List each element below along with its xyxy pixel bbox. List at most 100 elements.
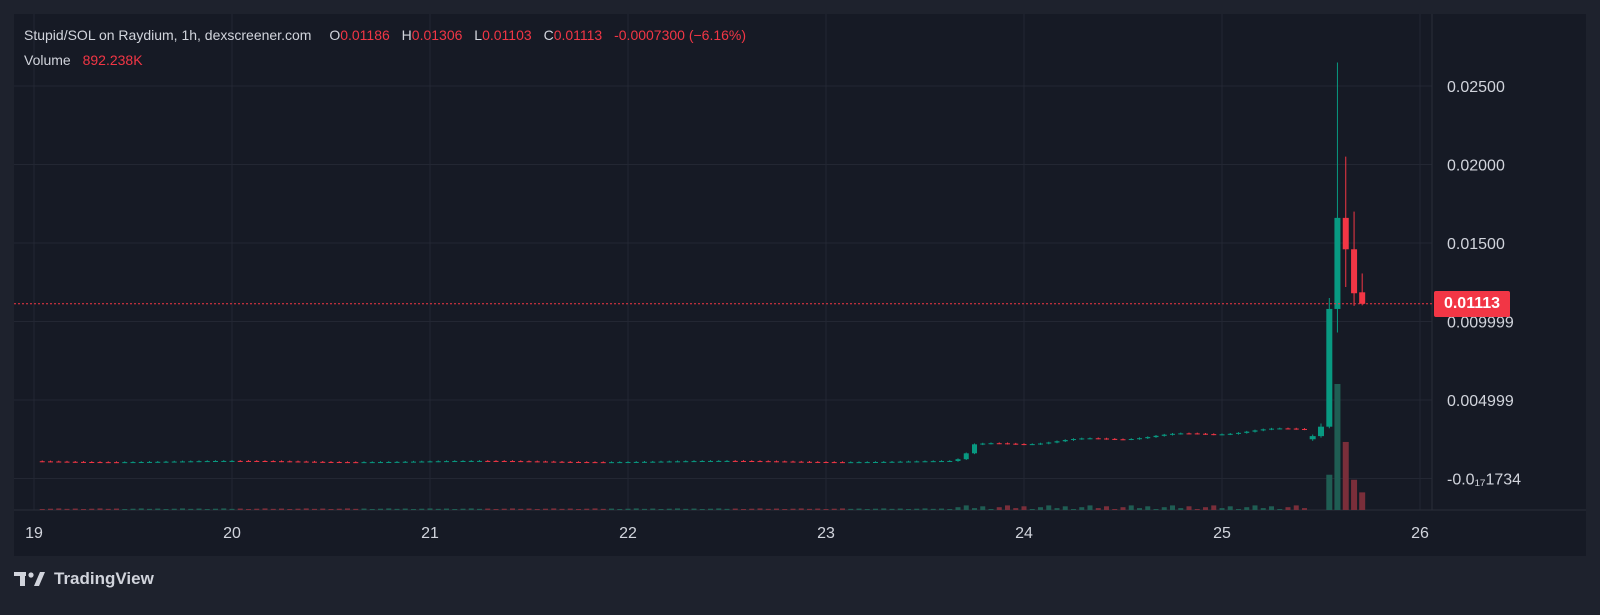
candle-body	[708, 460, 713, 462]
volume-bar	[1145, 506, 1151, 510]
volume-bar	[930, 508, 936, 510]
candle	[1087, 437, 1093, 440]
candle-body	[130, 462, 136, 464]
candle	[1161, 433, 1167, 437]
time-tick-label: 24	[1015, 525, 1033, 542]
candle	[444, 460, 449, 463]
low-value: 0.01103	[482, 27, 532, 43]
candle	[831, 461, 837, 464]
time-axis[interactable]: 19 20 21 22 23 24 25 26	[25, 525, 1429, 542]
volume-bar	[1112, 509, 1118, 510]
candle	[757, 460, 763, 463]
candle	[122, 461, 128, 464]
candle-body	[1359, 292, 1366, 304]
candle	[551, 460, 557, 463]
candle-body	[72, 461, 78, 463]
candle-body	[1104, 438, 1109, 440]
candle	[782, 460, 788, 463]
candle-body	[914, 461, 920, 463]
candle	[353, 461, 359, 464]
candle	[1194, 432, 1200, 435]
candle-body	[856, 462, 862, 464]
candle-body	[1112, 438, 1118, 440]
candle-body	[1128, 438, 1134, 440]
volume-bar	[666, 508, 672, 510]
volume-bar	[592, 508, 598, 510]
candle-body	[996, 443, 1002, 445]
volume-bar	[130, 508, 136, 510]
candle	[741, 460, 746, 462]
candle	[1054, 440, 1060, 444]
volume-bar	[782, 509, 788, 510]
price-tick-label: 0.01500	[1447, 236, 1505, 253]
volume-bar	[675, 508, 680, 510]
volume-bar	[625, 508, 631, 510]
volume-bar	[163, 509, 169, 510]
candle	[147, 461, 152, 463]
volume-bar	[798, 508, 804, 510]
volume-bar	[683, 508, 689, 510]
candle	[105, 461, 111, 464]
candle-body	[716, 460, 722, 462]
candle-body	[534, 461, 540, 463]
volume-bar	[48, 508, 53, 510]
candle-body	[567, 461, 573, 463]
candle-body	[56, 461, 62, 463]
candle-body	[699, 461, 705, 463]
candle-body	[147, 461, 152, 463]
candle-body	[204, 461, 210, 463]
volume-bar	[732, 508, 738, 510]
price-axis[interactable]: 0.02500 0.02000 0.01500 0.009999 0.004999 -0.…	[1447, 79, 1521, 489]
volume-bar	[1062, 506, 1068, 510]
candle-body	[221, 460, 227, 462]
candle	[1153, 435, 1159, 438]
candle-body	[873, 461, 878, 463]
volume-bar	[724, 508, 730, 510]
candle	[716, 460, 722, 462]
candle	[633, 461, 639, 463]
candle	[303, 460, 309, 463]
candle	[897, 460, 903, 463]
candle-body	[774, 461, 779, 463]
candle-body	[361, 462, 367, 464]
candle-body	[312, 461, 317, 463]
candle	[906, 460, 911, 463]
candle	[625, 461, 631, 464]
volume-bar	[1334, 384, 1341, 510]
candle-body	[840, 462, 845, 464]
candle	[972, 443, 977, 455]
tradingview-logo[interactable]: TradingView	[14, 568, 154, 590]
candle	[798, 460, 804, 463]
candle	[246, 460, 251, 462]
candle-body	[1227, 433, 1233, 435]
open-value: 0.01186	[340, 27, 390, 43]
candle	[749, 460, 755, 462]
candle-body	[394, 461, 400, 463]
candle-body	[1161, 434, 1167, 436]
candle-body	[452, 461, 458, 463]
volume-bar	[114, 508, 119, 510]
candle-body	[584, 462, 590, 464]
candle	[1326, 297, 1333, 429]
chart-panel[interactable]	[14, 14, 1586, 556]
candle	[378, 461, 383, 464]
candle	[427, 460, 433, 463]
volume-bar	[386, 508, 392, 510]
candle	[171, 460, 177, 463]
candle-body	[485, 460, 491, 462]
candle-body	[930, 461, 936, 463]
candle-body	[559, 461, 565, 463]
candle	[1359, 273, 1366, 306]
candle-body	[518, 461, 524, 463]
candle	[691, 460, 697, 463]
candle	[188, 460, 194, 463]
candles	[39, 62, 1366, 464]
candle-body	[279, 461, 284, 463]
candle	[683, 460, 689, 463]
candle	[114, 461, 119, 464]
volume-bar	[196, 508, 202, 510]
candle-body	[1095, 438, 1101, 440]
candle	[1342, 156, 1349, 287]
volume-bar	[361, 508, 367, 510]
